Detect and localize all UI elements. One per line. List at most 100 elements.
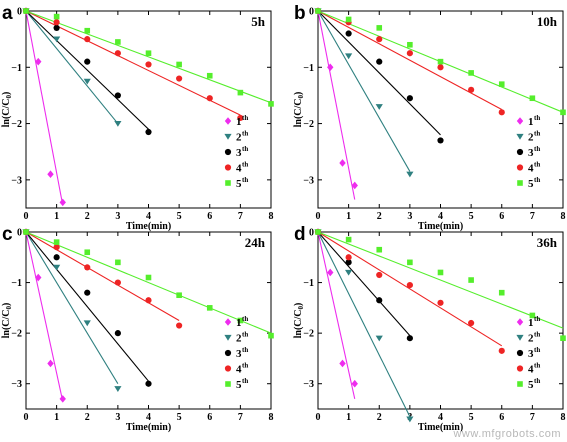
fit-line-5th <box>25 231 272 334</box>
data-point-4th <box>237 114 244 122</box>
legend-label-3th: 3 <box>528 147 534 159</box>
data-point-3th <box>84 58 91 65</box>
data-point-5th <box>84 27 91 34</box>
legend-label-1th: 1 <box>236 116 242 128</box>
fit-line-2th <box>317 10 411 172</box>
data-point-5th <box>23 8 29 14</box>
legend-label-1th: 1 <box>528 116 534 128</box>
x-tick-label: 0 <box>24 211 29 222</box>
data-point-5th <box>468 70 474 76</box>
panel-title: 36h <box>537 235 558 250</box>
data-point-3th <box>437 137 444 144</box>
legend-label-5th: 5 <box>236 178 242 190</box>
data-point-5th <box>53 239 60 245</box>
data-point-5th <box>315 8 321 14</box>
x-tick-label: 8 <box>269 412 274 423</box>
legend-label-3th: 3 <box>236 147 242 159</box>
data-point-1th <box>339 159 346 167</box>
data-point-5th <box>407 41 413 48</box>
data-point-4th <box>406 50 413 57</box>
legend-marker-3th <box>516 349 524 357</box>
x-tick-label: 0 <box>316 211 321 222</box>
x-tick-label: 2 <box>85 211 90 222</box>
data-point-1th <box>35 273 42 282</box>
data-point-3th <box>114 92 121 99</box>
legend-label-5th: 5 <box>528 379 534 391</box>
fit-line-3th <box>317 10 441 136</box>
legend-label-sup-4th: th <box>534 161 540 169</box>
legend-marker-5th <box>517 381 523 387</box>
x-tick-label: 4 <box>146 211 151 222</box>
y-tick-label: 0 <box>309 228 314 239</box>
y-tick-label: −2 <box>11 329 22 340</box>
data-point-5th <box>268 101 274 107</box>
data-point-4th <box>53 244 60 251</box>
data-point-1th <box>351 379 358 388</box>
legend-marker-3th <box>224 349 232 357</box>
fit-line-1th <box>317 231 356 400</box>
legend-label-sup-1th: th <box>534 114 540 122</box>
x-tick-label: 8 <box>269 211 274 222</box>
x-axis-label: Time(min) <box>126 422 171 433</box>
legend-marker-2th <box>224 334 232 341</box>
x-axis-label: Time(min) <box>418 422 463 433</box>
y-axis-label: ln(C/C0) <box>1 303 13 339</box>
data-point-5th <box>84 249 91 256</box>
legend-label-sup-4th: th <box>242 161 248 169</box>
legend-marker-1th <box>224 318 232 326</box>
data-point-5th <box>345 236 352 243</box>
legend-marker-2th <box>224 133 232 140</box>
legend-label-sup-2th: th <box>242 331 248 339</box>
x-tick-label: 1 <box>54 211 59 222</box>
y-tick-label: −1 <box>303 278 314 289</box>
x-tick-label: 4 <box>438 412 443 423</box>
fit-line-4th <box>25 10 241 116</box>
legend-marker-5th <box>225 180 231 186</box>
legend-label-1th: 1 <box>236 317 242 329</box>
legend-label-3th: 3 <box>236 348 242 360</box>
data-point-4th <box>468 86 475 93</box>
data-point-4th <box>437 64 444 71</box>
legend-label-sup-3th: th <box>534 145 540 153</box>
fit-line-4th <box>317 231 503 347</box>
data-point-2th <box>375 335 383 342</box>
y-tick-label: −3 <box>303 379 314 390</box>
panel-title: 24h <box>245 235 266 250</box>
x-tick-label: 7 <box>238 412 243 423</box>
data-point-3th <box>376 297 383 304</box>
data-point-5th <box>437 269 444 276</box>
data-point-3th <box>53 254 60 261</box>
x-tick-label: 0 <box>24 412 29 423</box>
y-tick-label: 0 <box>17 7 22 18</box>
data-point-1th <box>327 63 334 72</box>
data-point-3th <box>145 128 152 136</box>
x-tick-label: 6 <box>207 211 212 222</box>
data-point-2th <box>83 320 91 327</box>
data-point-5th <box>376 25 383 31</box>
fit-line-3th <box>317 231 411 337</box>
data-point-5th <box>498 81 505 87</box>
x-tick-label: 6 <box>499 412 504 423</box>
legend-label-sup-3th: th <box>242 145 248 153</box>
plot-frame <box>317 10 564 209</box>
data-point-5th <box>237 89 244 96</box>
panel-letter: c <box>2 224 13 245</box>
x-tick-label: 6 <box>499 211 504 222</box>
data-point-4th <box>406 282 413 289</box>
fit-line-4th <box>25 231 180 321</box>
data-point-4th <box>114 279 121 286</box>
y-axis-label: ln(C/C0) <box>293 92 305 128</box>
y-tick-label: −3 <box>303 175 314 186</box>
fit-line-2th <box>25 10 119 124</box>
fit-line-5th <box>25 10 272 104</box>
x-tick-label: 3 <box>115 412 120 423</box>
data-point-5th <box>345 16 352 23</box>
x-tick-label: 3 <box>407 211 412 222</box>
x-axis-label: Time(min) <box>418 221 463 232</box>
legend-marker-4th <box>224 164 232 171</box>
legend-label-sup-1th: th <box>242 315 248 323</box>
fit-line-2th <box>317 231 411 417</box>
legend-marker-1th <box>516 318 524 326</box>
legend-marker-5th <box>517 180 523 186</box>
legend-label-1th: 1 <box>528 317 534 329</box>
